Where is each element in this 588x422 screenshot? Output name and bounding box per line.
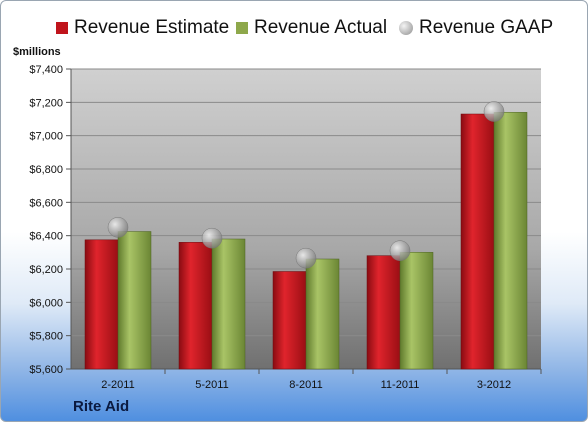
legend-label-actual: Revenue Actual — [254, 17, 388, 38]
y-tick-label: $7,400 — [29, 64, 63, 76]
bar-revenue-actual — [493, 112, 528, 370]
bar-revenue-estimate — [366, 255, 401, 370]
bubble-revenue-gaap — [107, 217, 129, 238]
y-axis-unit-label: $millions — [13, 46, 61, 58]
y-tick-label: $7,200 — [29, 97, 63, 109]
bar-revenue-estimate — [84, 239, 119, 370]
company-label: Rite Aid — [73, 398, 130, 415]
legend-label-gaap: Revenue GAAP — [419, 17, 554, 38]
y-tick-label: $6,200 — [29, 264, 63, 276]
legend-item-revenue-estimate: Revenue Estimate — [56, 17, 229, 39]
legend-swatch-actual — [236, 22, 248, 34]
bar-revenue-estimate — [272, 271, 307, 370]
y-tick-label: $6,000 — [29, 297, 63, 309]
legend-item-revenue-gaap: Revenue GAAP — [399, 17, 553, 39]
legend: Revenue Estimate Revenue Actual Revenue … — [1, 17, 587, 41]
x-tick-label: 11-2011 — [381, 379, 420, 391]
bar-revenue-estimate — [178, 242, 213, 370]
y-tick-label: $6,800 — [29, 164, 63, 176]
y-tick-label: $5,800 — [29, 331, 63, 343]
x-tick-label: 3-2012 — [477, 379, 511, 391]
x-tick-label: 2-2011 — [101, 379, 134, 391]
bar-revenue-estimate — [460, 113, 495, 370]
x-tick-label: 8-2011 — [289, 379, 322, 391]
y-tick-label: $5,600 — [29, 364, 63, 376]
legend-bubble-gaap — [399, 21, 413, 35]
y-tick-label: $6,600 — [29, 197, 63, 209]
bubble-revenue-gaap — [295, 247, 317, 269]
legend-item-revenue-actual: Revenue Actual — [236, 17, 387, 39]
bubble-revenue-gaap — [201, 227, 223, 249]
bar-revenue-actual — [399, 252, 434, 370]
legend-swatch-estimate — [56, 22, 68, 34]
bar-revenue-actual — [305, 258, 340, 370]
bar-revenue-actual — [117, 231, 152, 370]
y-tick-label: $6,400 — [29, 231, 63, 243]
x-tick-label: 5-2011 — [195, 379, 228, 391]
bar-revenue-actual — [211, 238, 246, 370]
legend-label-estimate: Revenue Estimate — [74, 17, 230, 38]
y-tick-label: $7,000 — [29, 131, 63, 143]
bubble-revenue-gaap — [389, 240, 411, 261]
bubble-revenue-gaap — [483, 101, 505, 122]
